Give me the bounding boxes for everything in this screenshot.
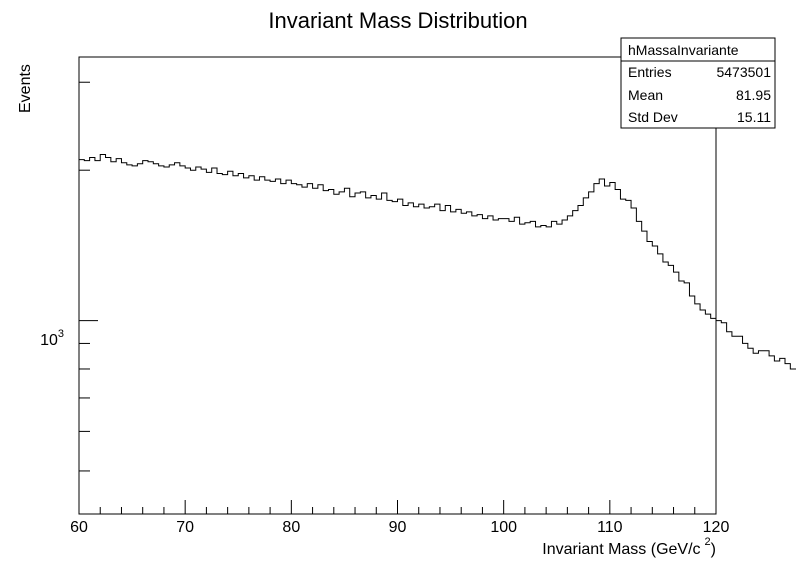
axes — [78, 56, 717, 515]
y-tick-label-1000: 103 — [40, 328, 64, 349]
plot-frame — [78, 56, 717, 515]
y-axis-tick-labels: 103 — [40, 328, 64, 349]
histogram-series-line — [79, 154, 796, 370]
x-axis-title-superscript: 2 — [705, 536, 711, 548]
stats-stddev-label: Std Dev — [628, 109, 678, 125]
stats-entries-label: Entries — [628, 64, 672, 80]
x-tick-label: 80 — [282, 519, 300, 536]
stats-entries-value: 5473501 — [716, 64, 771, 80]
x-axis-title: Invariant Mass (GeV/c 2) — [542, 536, 716, 558]
x-tick-label: 100 — [490, 519, 517, 536]
x-tick-label: 110 — [597, 519, 623, 536]
x-tick-label: 90 — [389, 519, 407, 536]
y-tick-exponent: 3 — [58, 328, 64, 340]
x-axis-title-suffix: ) — [711, 541, 716, 558]
y-axis-title: Events — [17, 64, 34, 113]
chart-title: Invariant Mass Distribution — [268, 8, 527, 33]
x-tick-label: 120 — [703, 519, 730, 536]
stats-stddev-value: 15.11 — [737, 109, 771, 125]
stats-box: hMassaInvariante Entries 5473501 Mean 81… — [620, 37, 776, 129]
y-axis-ticks — [79, 81, 98, 472]
x-axis-tick-labels: 60 70 80 90 100 110 120 — [70, 519, 729, 536]
x-tick-label: 60 — [70, 519, 88, 536]
stats-box-title: hMassaInvariante — [628, 42, 739, 58]
stats-box-frame — [620, 37, 776, 129]
x-axis-ticks — [78, 500, 717, 514]
stats-mean-value: 81.95 — [736, 87, 771, 103]
x-tick-label: 70 — [176, 519, 194, 536]
y-tick-base: 10 — [40, 332, 58, 349]
x-axis-title-main: Invariant Mass (GeV/c — [542, 541, 700, 558]
stats-mean-label: Mean — [628, 87, 663, 103]
